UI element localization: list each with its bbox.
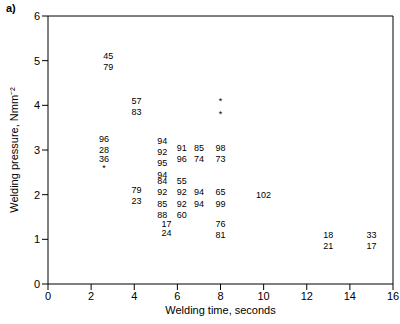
svg-text:18: 18 [323,230,333,240]
svg-text:92: 92 [157,147,167,157]
svg-text:76: 76 [215,219,225,229]
svg-text:92: 92 [177,199,187,209]
svg-text:96: 96 [177,154,187,164]
svg-text:*: * [219,109,223,119]
svg-text:6: 6 [174,290,180,302]
svg-text:85: 85 [157,199,167,209]
svg-text:91: 91 [177,143,187,153]
svg-text:85: 85 [194,143,204,153]
svg-text:10: 10 [258,290,270,302]
svg-text:23: 23 [131,196,141,206]
svg-text:94: 94 [157,169,168,180]
svg-text:96: 96 [99,134,109,144]
svg-text:88: 88 [157,209,168,220]
svg-text:79: 79 [103,62,113,72]
svg-text:94: 94 [194,187,204,197]
svg-text:*: * [102,163,106,173]
svg-text:94: 94 [157,136,167,146]
svg-text:2: 2 [34,189,40,201]
svg-text:92: 92 [177,187,187,197]
svg-text:6: 6 [34,10,40,22]
svg-text:57: 57 [131,96,141,106]
svg-text:5: 5 [34,55,40,67]
svg-text:55: 55 [177,176,187,186]
svg-text:60: 60 [177,210,187,220]
svg-text:33: 33 [366,230,376,240]
svg-text:83: 83 [131,107,141,117]
svg-text:81: 81 [215,230,225,240]
html-text:a): a) [6,2,16,14]
svg-text:14: 14 [344,290,356,302]
svg-text:12: 12 [301,290,313,302]
svg-text:4: 4 [34,99,40,111]
svg-text:74: 74 [194,154,204,164]
svg-text:92: 92 [157,187,167,197]
svg-text:Welding pressure, Nmm⁻²: Welding pressure, Nmm⁻² [8,87,20,213]
svg-text:36: 36 [99,153,110,164]
svg-text:98: 98 [215,143,225,153]
svg-text:0: 0 [34,278,40,290]
svg-text:8: 8 [217,290,223,302]
svg-text:17: 17 [161,218,172,229]
svg-text:65: 65 [215,187,225,197]
svg-text:73: 73 [215,154,225,164]
svg-text:94: 94 [194,199,204,209]
svg-text:99: 99 [215,199,225,209]
svg-text:79: 79 [131,185,141,195]
svg-text:17: 17 [366,241,376,251]
svg-text:28: 28 [99,145,110,155]
svg-text:24: 24 [162,228,172,238]
svg-text:102: 102 [256,190,271,200]
svg-text:16: 16 [387,290,392,302]
svg-text:21: 21 [323,241,333,251]
svg-text:0: 0 [45,290,51,302]
svg-text:3: 3 [34,144,40,156]
svg-text:95: 95 [157,158,167,168]
svg-text:45: 45 [103,51,113,61]
svg-text:4: 4 [131,290,137,302]
svg-text:2: 2 [88,290,94,302]
svg-text:Welding time, seconds: Welding time, seconds [165,304,276,316]
svg-text:*: * [219,96,223,106]
svg-text:1: 1 [34,233,40,245]
svg-text:84: 84 [157,176,167,186]
